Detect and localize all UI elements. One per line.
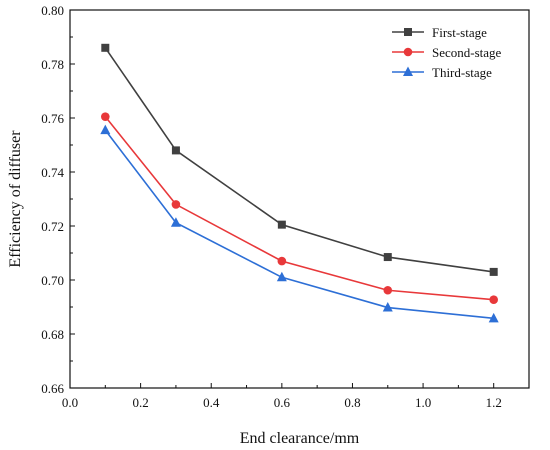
data-point xyxy=(171,146,180,155)
y-tick-label: 0.76 xyxy=(41,111,64,126)
series-line xyxy=(104,129,494,320)
data-point xyxy=(488,312,499,323)
data-point xyxy=(101,43,110,52)
legend-label: Third-stage xyxy=(432,65,492,80)
x-tick-label: 0.4 xyxy=(203,395,220,410)
data-point xyxy=(100,124,111,135)
data-point xyxy=(276,271,287,282)
y-tick-label: 0.68 xyxy=(41,327,64,342)
x-tick-label: 0.8 xyxy=(344,395,360,410)
y-axis-label: Efficiency of diffuser xyxy=(7,130,24,268)
legend-marker xyxy=(404,28,412,36)
series-line xyxy=(104,47,494,273)
x-tick-label: 1.0 xyxy=(415,395,431,410)
data-point xyxy=(171,200,181,209)
x-tick-label: 1.2 xyxy=(486,395,502,410)
data-point xyxy=(383,285,393,295)
legend-item: First-stage xyxy=(392,25,487,40)
series-line xyxy=(104,116,494,301)
series-second-stage xyxy=(101,112,498,305)
x-tick-label: 0.0 xyxy=(62,395,78,410)
y-tick-label: 0.66 xyxy=(41,381,64,396)
data-point xyxy=(383,253,392,262)
x-axis-label: End clearance/mm xyxy=(240,430,360,447)
data-point xyxy=(382,302,393,312)
legend-marker xyxy=(403,47,413,57)
x-axis-ticks: 0.0 0.2 0.4 0.6 0.8 1.0 1.2 xyxy=(62,383,530,410)
data-point xyxy=(101,112,110,121)
y-tick-label: 0.80 xyxy=(41,3,64,18)
series-layer xyxy=(100,43,499,323)
data-point xyxy=(170,217,181,227)
x-tick-label: 0.2 xyxy=(132,395,148,410)
legend-label: Second-stage xyxy=(432,45,502,60)
legend-marker xyxy=(403,66,413,76)
legend-item: Third-stage xyxy=(392,65,492,80)
data-point xyxy=(489,295,498,305)
series-first-stage xyxy=(101,43,498,276)
x-tick-label: 0.6 xyxy=(274,395,291,410)
legend: First-stage Second-stage Third-stage xyxy=(392,25,502,80)
series-third-stage xyxy=(100,124,499,323)
y-tick-label: 0.78 xyxy=(41,57,64,72)
y-axis-ticks: 0.66 0.68 0.70 0.72 0.74 0.76 0.78 0.80 xyxy=(41,3,75,396)
y-tick-label: 0.74 xyxy=(41,165,64,180)
legend-label: First-stage xyxy=(432,25,487,40)
data-point xyxy=(489,267,498,276)
y-tick-label: 0.70 xyxy=(41,273,64,288)
data-point xyxy=(277,256,287,266)
legend-item: Second-stage xyxy=(392,45,502,60)
y-tick-label: 0.72 xyxy=(41,219,64,234)
data-point xyxy=(277,220,286,229)
